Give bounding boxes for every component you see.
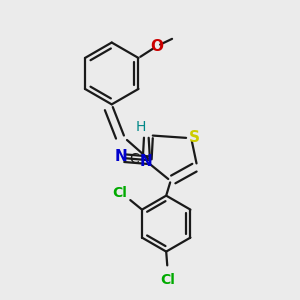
- Text: Cl: Cl: [160, 273, 175, 286]
- Text: S: S: [189, 130, 200, 145]
- Text: N: N: [114, 149, 127, 164]
- Text: O: O: [150, 39, 163, 54]
- Text: H: H: [136, 120, 146, 134]
- Text: N: N: [139, 154, 152, 169]
- Text: Cl: Cl: [112, 186, 127, 200]
- Text: C: C: [129, 152, 139, 166]
